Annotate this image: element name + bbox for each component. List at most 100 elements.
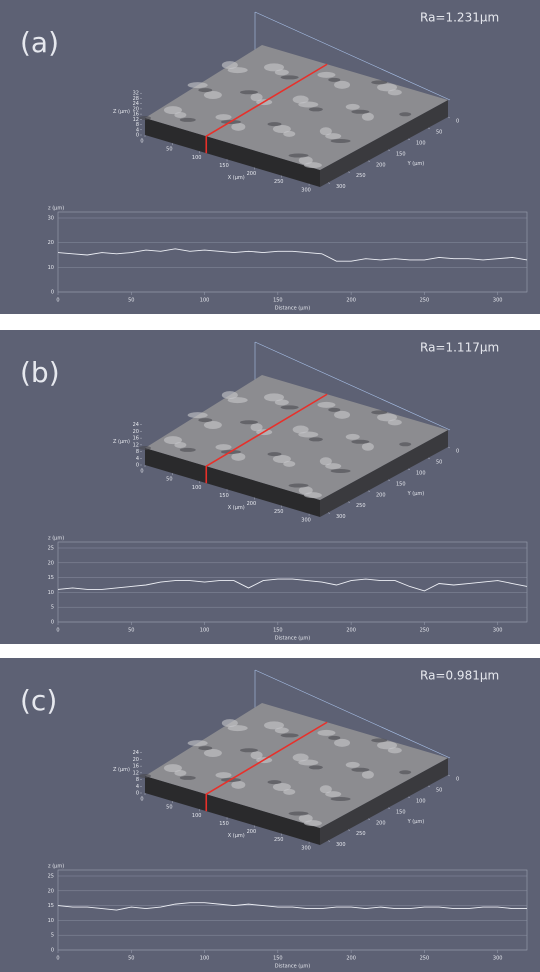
- x-tick-label: 300: [493, 628, 503, 634]
- y-tick-label: 15: [48, 903, 54, 909]
- surface-texture: [251, 93, 263, 101]
- x-tick-label: 0: [56, 298, 59, 304]
- y3d-axis-label: Y (µm): [407, 161, 425, 167]
- x-tick-label: 300: [493, 956, 503, 962]
- surface-texture: [216, 772, 232, 778]
- surface-texture: [331, 469, 351, 473]
- surface-texture: [320, 785, 332, 793]
- surface-texture: [362, 443, 374, 451]
- y3d-axis-label: Y (µm): [407, 819, 425, 825]
- y3d-tick-label: 250: [356, 503, 366, 509]
- y-tick-label: 20: [48, 888, 54, 894]
- surface-texture: [309, 437, 323, 441]
- surface-texture: [222, 719, 238, 727]
- surface-texture: [293, 426, 309, 434]
- z-tick-label: 12: [133, 770, 139, 776]
- surface-texture: [273, 783, 291, 791]
- surface-texture: [320, 127, 332, 135]
- z-tick-label: 4: [136, 784, 139, 790]
- surface-texture: [139, 774, 151, 778]
- x3d-tick-label: 100: [192, 155, 202, 161]
- y3d-axis-label: Y (µm): [407, 491, 425, 497]
- surface-texture: [399, 442, 411, 446]
- x-tick-label: 50: [128, 628, 134, 634]
- surface-texture: [240, 420, 258, 424]
- roughness-annotation: Ra=1.117μm: [420, 341, 499, 355]
- y-tick-label: 5: [51, 933, 54, 939]
- x-tick-label: 0: [56, 628, 59, 634]
- z-tick-label: 8: [136, 122, 139, 128]
- x-tick-label: 200: [346, 298, 356, 304]
- x3d-tick-label: 300: [301, 187, 311, 193]
- y-axis-label: z (µm): [48, 206, 64, 212]
- z-tick-label: 16: [133, 436, 139, 442]
- y3d-tick-label: 0: [456, 449, 459, 455]
- z-axis-label: Z (µm): [113, 109, 130, 115]
- surface-texture: [320, 457, 332, 465]
- y3d-tick-label: 200: [376, 162, 386, 168]
- z-tick-label: 32: [133, 91, 139, 97]
- x-tick-label: 250: [420, 628, 430, 634]
- surface-texture: [281, 405, 299, 409]
- surface-texture: [264, 393, 284, 401]
- surface-texture: [222, 61, 238, 69]
- z-tick-label: 24: [133, 750, 139, 756]
- x-tick-label: 100: [200, 298, 210, 304]
- surface-texture: [334, 81, 350, 89]
- surface-texture: [377, 741, 397, 749]
- surface-texture: [289, 484, 309, 488]
- x3d-tick-label: 250: [274, 509, 284, 515]
- surface-texture: [331, 139, 351, 143]
- x3d-tick-label: 0: [140, 139, 143, 145]
- surface-texture: [216, 444, 232, 450]
- surface-texture: [264, 721, 284, 729]
- z-tick-label: 12: [133, 117, 139, 123]
- surface-texture: [399, 770, 411, 774]
- surface-texture: [222, 391, 238, 399]
- z-tick-label: 20: [133, 106, 139, 112]
- z-tick-label: 12: [133, 442, 139, 448]
- x-tick-label: 200: [346, 628, 356, 634]
- x3d-axis-label: X (µm): [228, 833, 245, 839]
- surface-texture: [204, 421, 222, 429]
- y-tick-label: 0: [51, 290, 54, 296]
- surface-texture: [281, 75, 299, 79]
- surface-texture: [371, 738, 387, 742]
- surface-texture: [399, 112, 411, 116]
- x3d-tick-label: 50: [166, 147, 172, 153]
- y-tick-label: 30: [48, 216, 54, 222]
- x3d-tick-label: 250: [274, 179, 284, 185]
- surface-texture: [231, 453, 245, 461]
- surface-texture: [334, 739, 350, 747]
- surface-texture: [289, 154, 309, 158]
- x3d-tick-label: 150: [219, 493, 229, 499]
- panel-label: (c): [20, 684, 57, 717]
- surface-texture: [188, 82, 208, 88]
- z-tick-label: 4: [136, 127, 139, 133]
- y-tick-label: 0: [51, 948, 54, 954]
- surface-texture: [251, 751, 263, 759]
- x3d-tick-label: 50: [166, 805, 172, 811]
- z-tick-label: 0: [136, 463, 139, 469]
- surface-texture: [346, 762, 360, 768]
- y-tick-label: 0: [51, 620, 54, 626]
- surface-texture: [164, 106, 182, 114]
- surface-texture: [273, 125, 291, 133]
- surface-texture: [328, 78, 340, 82]
- y-tick-label: 5: [51, 605, 54, 611]
- panel: (c)Ra=0.981μm04812162024Z (µm)0501001502…: [0, 658, 540, 972]
- y3d-tick-label: 0: [456, 119, 459, 125]
- x3d-tick-label: 200: [247, 501, 257, 507]
- y3d-tick-label: 150: [396, 481, 406, 487]
- surface-texture: [267, 780, 281, 784]
- surface-texture: [331, 797, 351, 801]
- surface-texture: [281, 733, 299, 737]
- y-tick-label: 10: [48, 265, 54, 271]
- x3d-tick-label: 50: [166, 477, 172, 483]
- x-tick-label: 50: [128, 956, 134, 962]
- x3d-tick-label: 150: [219, 163, 229, 169]
- y3d-tick-label: 100: [416, 470, 426, 476]
- surface-texture: [180, 448, 196, 452]
- surface-texture: [198, 88, 212, 92]
- surface-texture: [328, 736, 340, 740]
